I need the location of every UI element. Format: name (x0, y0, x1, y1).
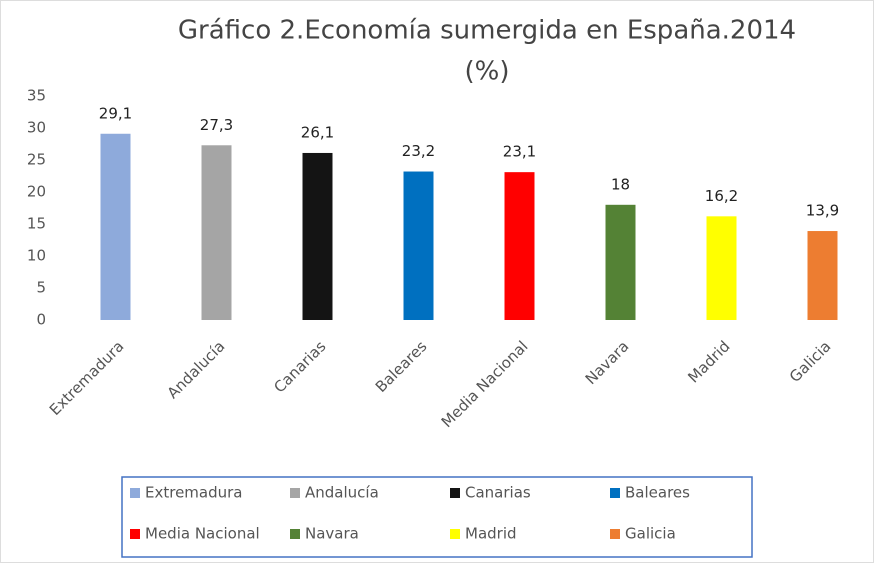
y-tick-label: 20 (27, 183, 46, 201)
y-tick-label: 15 (27, 215, 46, 233)
y-tick-label: 5 (36, 279, 46, 297)
legend-swatch (450, 529, 460, 539)
chart-subtitle: (%) (465, 57, 510, 87)
data-label: 23,2 (402, 142, 435, 160)
legend-label: Media Nacional (145, 525, 260, 543)
bar (403, 171, 434, 320)
y-tick-label: 0 (36, 311, 46, 329)
x-tick-label: Madrid (684, 337, 733, 386)
data-label: 27,3 (200, 116, 233, 134)
legend-swatch (610, 488, 620, 498)
chart-title: Gráfico 2.Economía sumergida en España.2… (178, 16, 796, 46)
data-label: 18 (611, 175, 630, 193)
data-label: 13,9 (806, 202, 839, 220)
y-tick-label: 30 (27, 119, 46, 137)
legend-label: Andalucía (305, 484, 379, 502)
legend-label: Canarias (465, 484, 531, 502)
y-tick-label: 25 (27, 151, 46, 169)
bar (302, 152, 333, 320)
legend-swatch (130, 488, 140, 498)
x-tick-label: Extremadura (46, 337, 128, 419)
x-tick-label: Galicia (786, 337, 835, 386)
y-tick-label: 35 (27, 87, 46, 105)
x-tick-label: Media Nacional (438, 337, 532, 431)
y-tick-label: 10 (27, 247, 46, 265)
legend-label: Navara (305, 525, 359, 543)
legend-label: Extremadura (145, 484, 243, 502)
legend-box (121, 476, 753, 558)
x-tick-label: Baleares (372, 337, 431, 396)
legend-swatch (290, 488, 300, 498)
x-tick-label: Navara (582, 337, 633, 388)
data-label: 16,2 (705, 187, 738, 205)
bar (605, 204, 636, 320)
legend-label: Madrid (465, 525, 517, 543)
x-tick-label: Canarias (270, 337, 329, 396)
legend-label: Galicia (625, 525, 676, 543)
data-label: 29,1 (99, 104, 132, 122)
legend-swatch (130, 529, 140, 539)
legend-swatch (290, 529, 300, 539)
bar (201, 145, 232, 320)
legend-label: Baleares (625, 484, 690, 502)
bar (706, 216, 737, 320)
bar (100, 133, 131, 320)
x-tick-label: Andalucía (164, 337, 229, 402)
legend-swatch (450, 488, 460, 498)
data-label: 26,1 (301, 123, 334, 141)
bar (807, 231, 838, 320)
bar (504, 172, 535, 320)
data-label: 23,1 (503, 143, 536, 161)
legend-swatch (610, 529, 620, 539)
